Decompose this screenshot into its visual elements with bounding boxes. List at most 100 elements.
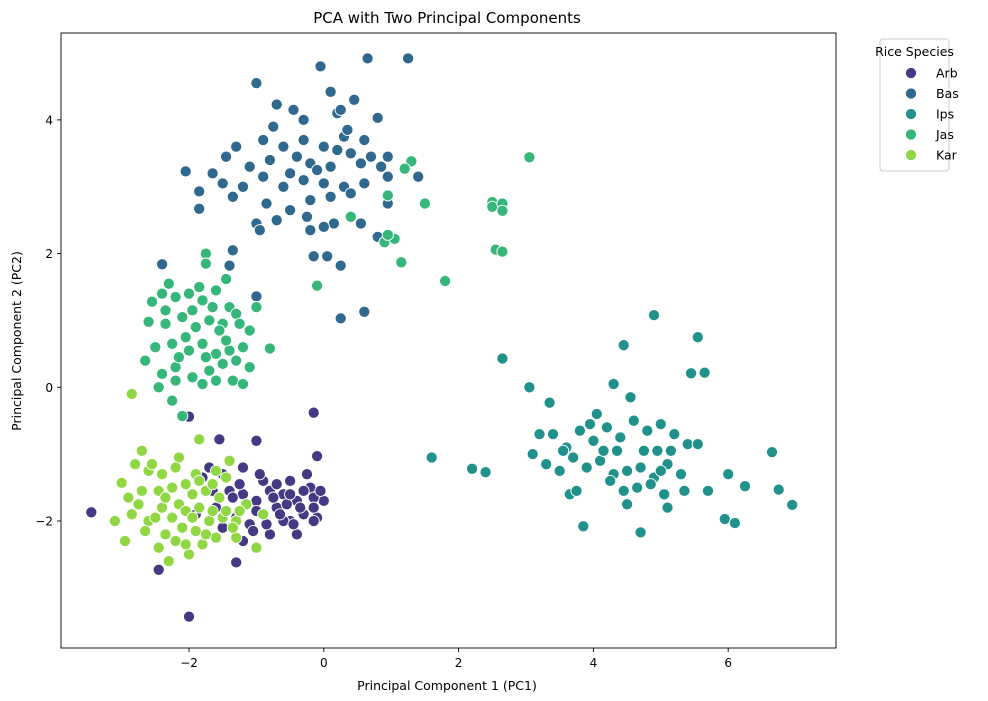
legend-marker-bas: [904, 87, 918, 100]
x-tick-label: 4: [590, 656, 598, 670]
point-kar: [166, 511, 179, 524]
point-bas: [297, 113, 310, 126]
point-arb: [233, 478, 246, 491]
point-kar: [209, 464, 223, 477]
legend-marker-ips: [904, 107, 918, 121]
point-jas: [398, 162, 411, 175]
point-kar: [233, 504, 246, 518]
point-jas: [381, 228, 394, 241]
point-bas: [358, 177, 371, 190]
point-bas: [314, 60, 327, 73]
point-bas: [257, 170, 270, 183]
point-jas: [166, 337, 179, 350]
point-ips: [698, 366, 711, 379]
point-ips: [641, 424, 654, 437]
point-kar: [125, 508, 138, 521]
point-ips: [533, 428, 546, 441]
point-ips: [583, 418, 597, 431]
point-kar: [209, 531, 223, 544]
point-bas: [250, 77, 263, 90]
point-bas: [230, 140, 243, 153]
point-kar: [189, 524, 202, 538]
point-ips: [587, 434, 600, 447]
point-kar: [172, 451, 185, 464]
point-bas: [324, 190, 337, 203]
point-kar: [108, 514, 121, 528]
point-kar: [186, 488, 199, 501]
legend-label: Jas: [935, 127, 954, 142]
point-arb: [182, 610, 196, 623]
point-kar: [176, 521, 189, 534]
point-bas: [327, 217, 340, 230]
point-jas: [162, 277, 175, 290]
point-arb: [85, 506, 98, 519]
point-ips: [647, 309, 661, 322]
point-arb: [216, 521, 229, 534]
y-axis-ticks: −2 0 2 4: [35, 113, 61, 528]
point-ips: [624, 391, 637, 404]
point-bas: [304, 224, 317, 237]
point-arb: [307, 406, 320, 419]
point-kar: [203, 514, 216, 528]
point-kar: [129, 458, 142, 471]
point-bas: [243, 160, 256, 173]
point-bas: [334, 259, 347, 272]
point-arb: [267, 491, 280, 504]
point-jas: [199, 351, 212, 364]
point-kar: [122, 491, 135, 504]
point-arb: [284, 474, 297, 487]
point-jas: [209, 284, 223, 297]
point-bas: [334, 312, 347, 325]
point-jas: [226, 374, 239, 387]
point-jas: [233, 317, 246, 330]
point-kar: [196, 538, 209, 551]
point-bas: [371, 111, 384, 124]
point-ips: [607, 377, 620, 391]
point-jas: [250, 301, 263, 314]
point-bas: [270, 98, 283, 111]
point-bas: [193, 185, 206, 198]
point-jas: [236, 377, 250, 391]
point-ips: [425, 451, 438, 464]
point-ips: [590, 407, 603, 421]
point-ips: [567, 451, 580, 464]
point-kar: [135, 444, 148, 457]
point-jas: [186, 304, 199, 317]
point-ips: [627, 414, 640, 427]
point-jas: [263, 342, 276, 355]
point-ips: [634, 461, 647, 474]
point-bas: [354, 217, 367, 230]
point-arb: [273, 508, 287, 521]
x-tick-label: 0: [320, 656, 328, 670]
point-jas: [496, 204, 509, 217]
point-bas: [324, 85, 337, 98]
point-kar: [226, 521, 239, 534]
point-arb: [314, 484, 327, 497]
point-bas: [321, 250, 334, 263]
x-tick-label: 6: [724, 656, 732, 670]
point-kar: [230, 531, 243, 544]
point-ips: [540, 458, 553, 471]
point-bas: [361, 52, 374, 65]
point-arb: [290, 528, 303, 541]
point-kar: [220, 504, 233, 518]
point-bas: [358, 305, 371, 318]
point-kar: [223, 454, 236, 467]
point-bas: [223, 259, 236, 272]
point-bas: [381, 150, 394, 163]
point-kar: [182, 548, 196, 561]
point-jas: [230, 354, 243, 367]
point-jas: [216, 357, 229, 370]
point-bas: [284, 204, 297, 217]
point-arb: [236, 461, 250, 474]
point-ips: [718, 512, 731, 526]
point-jas: [209, 347, 223, 360]
point-jas: [159, 317, 172, 330]
point-bas: [226, 190, 239, 203]
x-axis-title: Principal Component 1 (PC1): [357, 678, 537, 693]
point-bas: [304, 194, 317, 207]
point-kar: [139, 524, 152, 538]
point-kar: [186, 511, 199, 524]
point-jas: [179, 331, 192, 344]
point-arb: [300, 468, 314, 481]
